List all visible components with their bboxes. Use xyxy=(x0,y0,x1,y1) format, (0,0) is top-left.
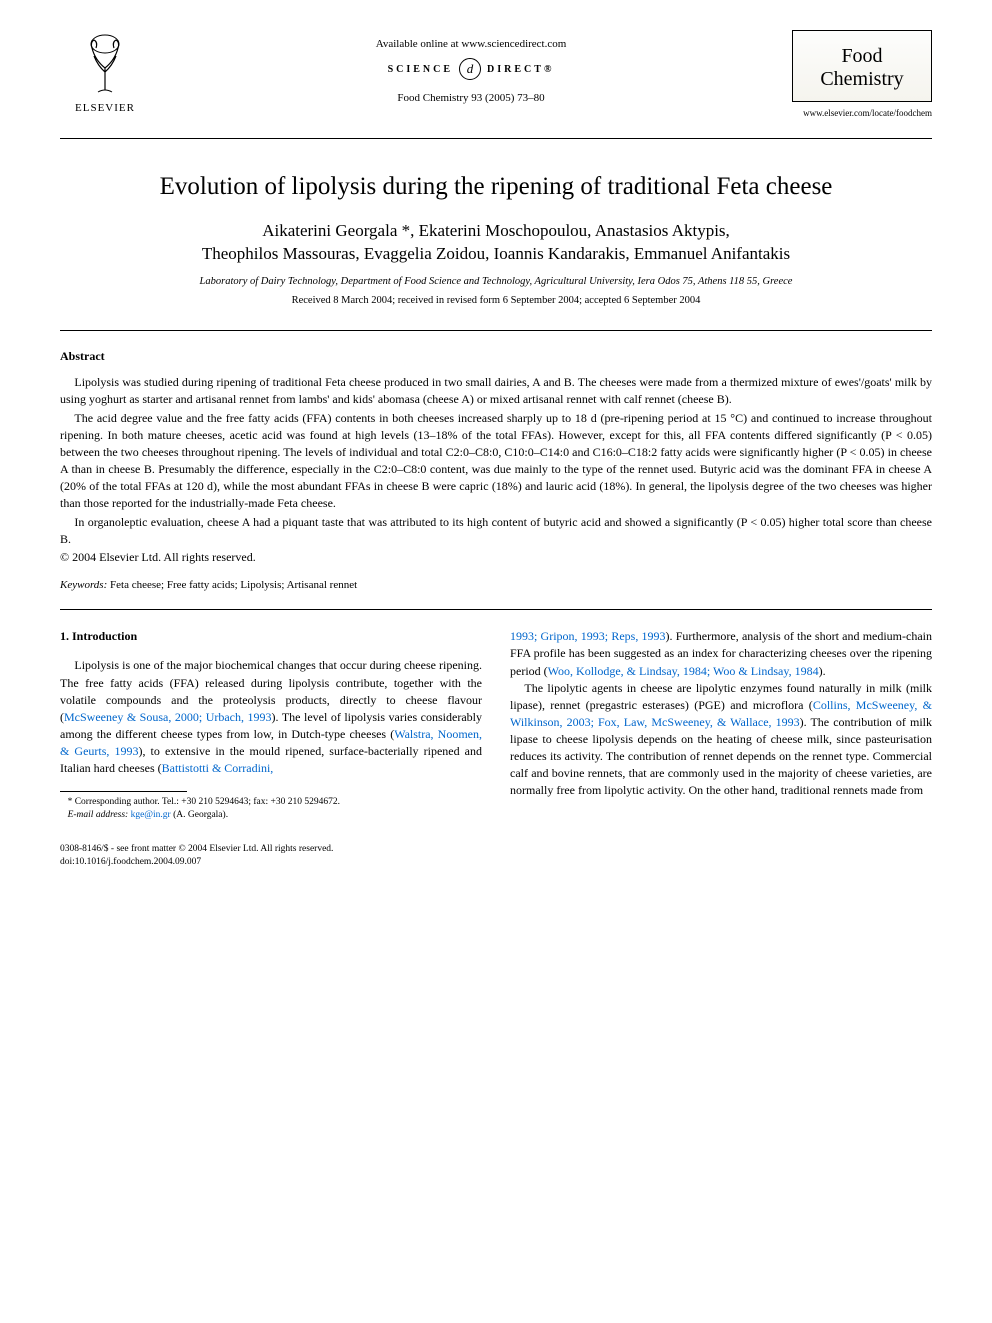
sd-text-right: DIRECT® xyxy=(487,64,554,75)
footnote-email-author: (A. Georgala). xyxy=(171,810,228,820)
intro-para-1-cont: 1993; Gripon, 1993; Reps, 1993). Further… xyxy=(510,628,932,679)
sd-text-left: SCIENCE xyxy=(388,64,453,75)
front-matter-line: 0308-8146/$ - see front matter © 2004 El… xyxy=(60,843,932,856)
citation-link[interactable]: 1993; Gripon, 1993; Reps, 1993 xyxy=(510,629,666,643)
abstract-bottom-rule xyxy=(60,609,932,610)
abstract-copyright: © 2004 Elsevier Ltd. All rights reserved… xyxy=(60,550,932,565)
publisher-logo: ELSEVIER xyxy=(60,30,150,114)
elsevier-tree-icon xyxy=(70,30,140,100)
article-title: Evolution of lipolysis during the ripeni… xyxy=(60,171,932,202)
page-header: ELSEVIER Available online at www.science… xyxy=(60,30,932,118)
keywords-label: Keywords: xyxy=(60,579,107,591)
corresponding-author-footnote: * Corresponding author. Tel.: +30 210 52… xyxy=(60,796,482,822)
sd-circle-icon: d xyxy=(459,58,481,80)
publisher-name: ELSEVIER xyxy=(75,102,135,114)
left-column: 1. Introduction Lipolysis is one of the … xyxy=(60,628,482,821)
intro-para-2: The lipolytic agents in cheese are lipol… xyxy=(510,680,932,799)
journal-brand-block: Food Chemistry www.elsevier.com/locate/f… xyxy=(792,30,932,118)
footnote-email-line: E-mail address: kge@in.gr (A. Georgala). xyxy=(60,809,482,822)
journal-title-box: Food Chemistry xyxy=(792,30,932,102)
two-column-body: 1. Introduction Lipolysis is one of the … xyxy=(60,628,932,821)
journal-name-line2: Chemistry xyxy=(805,68,919,91)
footnote-rule xyxy=(60,791,187,792)
header-center: Available online at www.sciencedirect.co… xyxy=(150,30,792,104)
doi-line: doi:10.1016/j.foodchem.2004.09.007 xyxy=(60,856,932,869)
abstract-para-1: Lipolysis was studied during ripening of… xyxy=(60,374,932,408)
abstract-para-2: The acid degree value and the free fatty… xyxy=(60,410,932,512)
available-online-text: Available online at www.sciencedirect.co… xyxy=(150,38,792,50)
authors-line-2: Theophilos Massouras, Evaggelia Zoidou, … xyxy=(202,244,790,263)
journal-citation: Food Chemistry 93 (2005) 73–80 xyxy=(150,92,792,104)
intro-text-5: ). xyxy=(819,664,826,678)
footnote-corr: * Corresponding author. Tel.: +30 210 52… xyxy=(60,796,482,809)
abstract-heading: Abstract xyxy=(60,349,932,364)
abstract-top-rule xyxy=(60,330,932,331)
right-column: 1993; Gripon, 1993; Reps, 1993). Further… xyxy=(510,628,932,821)
citation-link[interactable]: McSweeney & Sousa, 2000; Urbach, 1993 xyxy=(64,710,272,724)
journal-homepage-url: www.elsevier.com/locate/foodchem xyxy=(792,108,932,118)
affiliation: Laboratory of Dairy Technology, Departme… xyxy=(60,276,932,287)
abstract-section: Abstract Lipolysis was studied during ri… xyxy=(60,349,932,565)
journal-name-line1: Food xyxy=(805,45,919,68)
email-link[interactable]: kge@in.gr xyxy=(128,810,171,820)
citation-link[interactable]: Woo, Kollodge, & Lindsay, 1984; Woo & Li… xyxy=(548,664,819,678)
citation-link[interactable]: Battistotti & Corradini, xyxy=(162,761,274,775)
keywords-line: Keywords: Feta cheese; Free fatty acids;… xyxy=(60,579,932,591)
abstract-para-3: In organoleptic evaluation, cheese A had… xyxy=(60,514,932,548)
article-dates: Received 8 March 2004; received in revis… xyxy=(60,295,932,306)
page-footer-meta: 0308-8146/$ - see front matter © 2004 El… xyxy=(60,843,932,869)
intro-para-1: Lipolysis is one of the major biochemica… xyxy=(60,657,482,776)
keywords-text: Feta cheese; Free fatty acids; Lipolysis… xyxy=(107,579,357,591)
header-rule xyxy=(60,138,932,139)
author-list: Aikaterini Georgala *, Ekaterini Moschop… xyxy=(60,220,932,266)
authors-line-1: Aikaterini Georgala *, Ekaterini Moschop… xyxy=(262,221,730,240)
footnote-email-label: E-mail address: xyxy=(68,810,129,820)
sciencedirect-logo: SCIENCE d DIRECT® xyxy=(150,58,792,80)
section-1-heading: 1. Introduction xyxy=(60,628,482,645)
